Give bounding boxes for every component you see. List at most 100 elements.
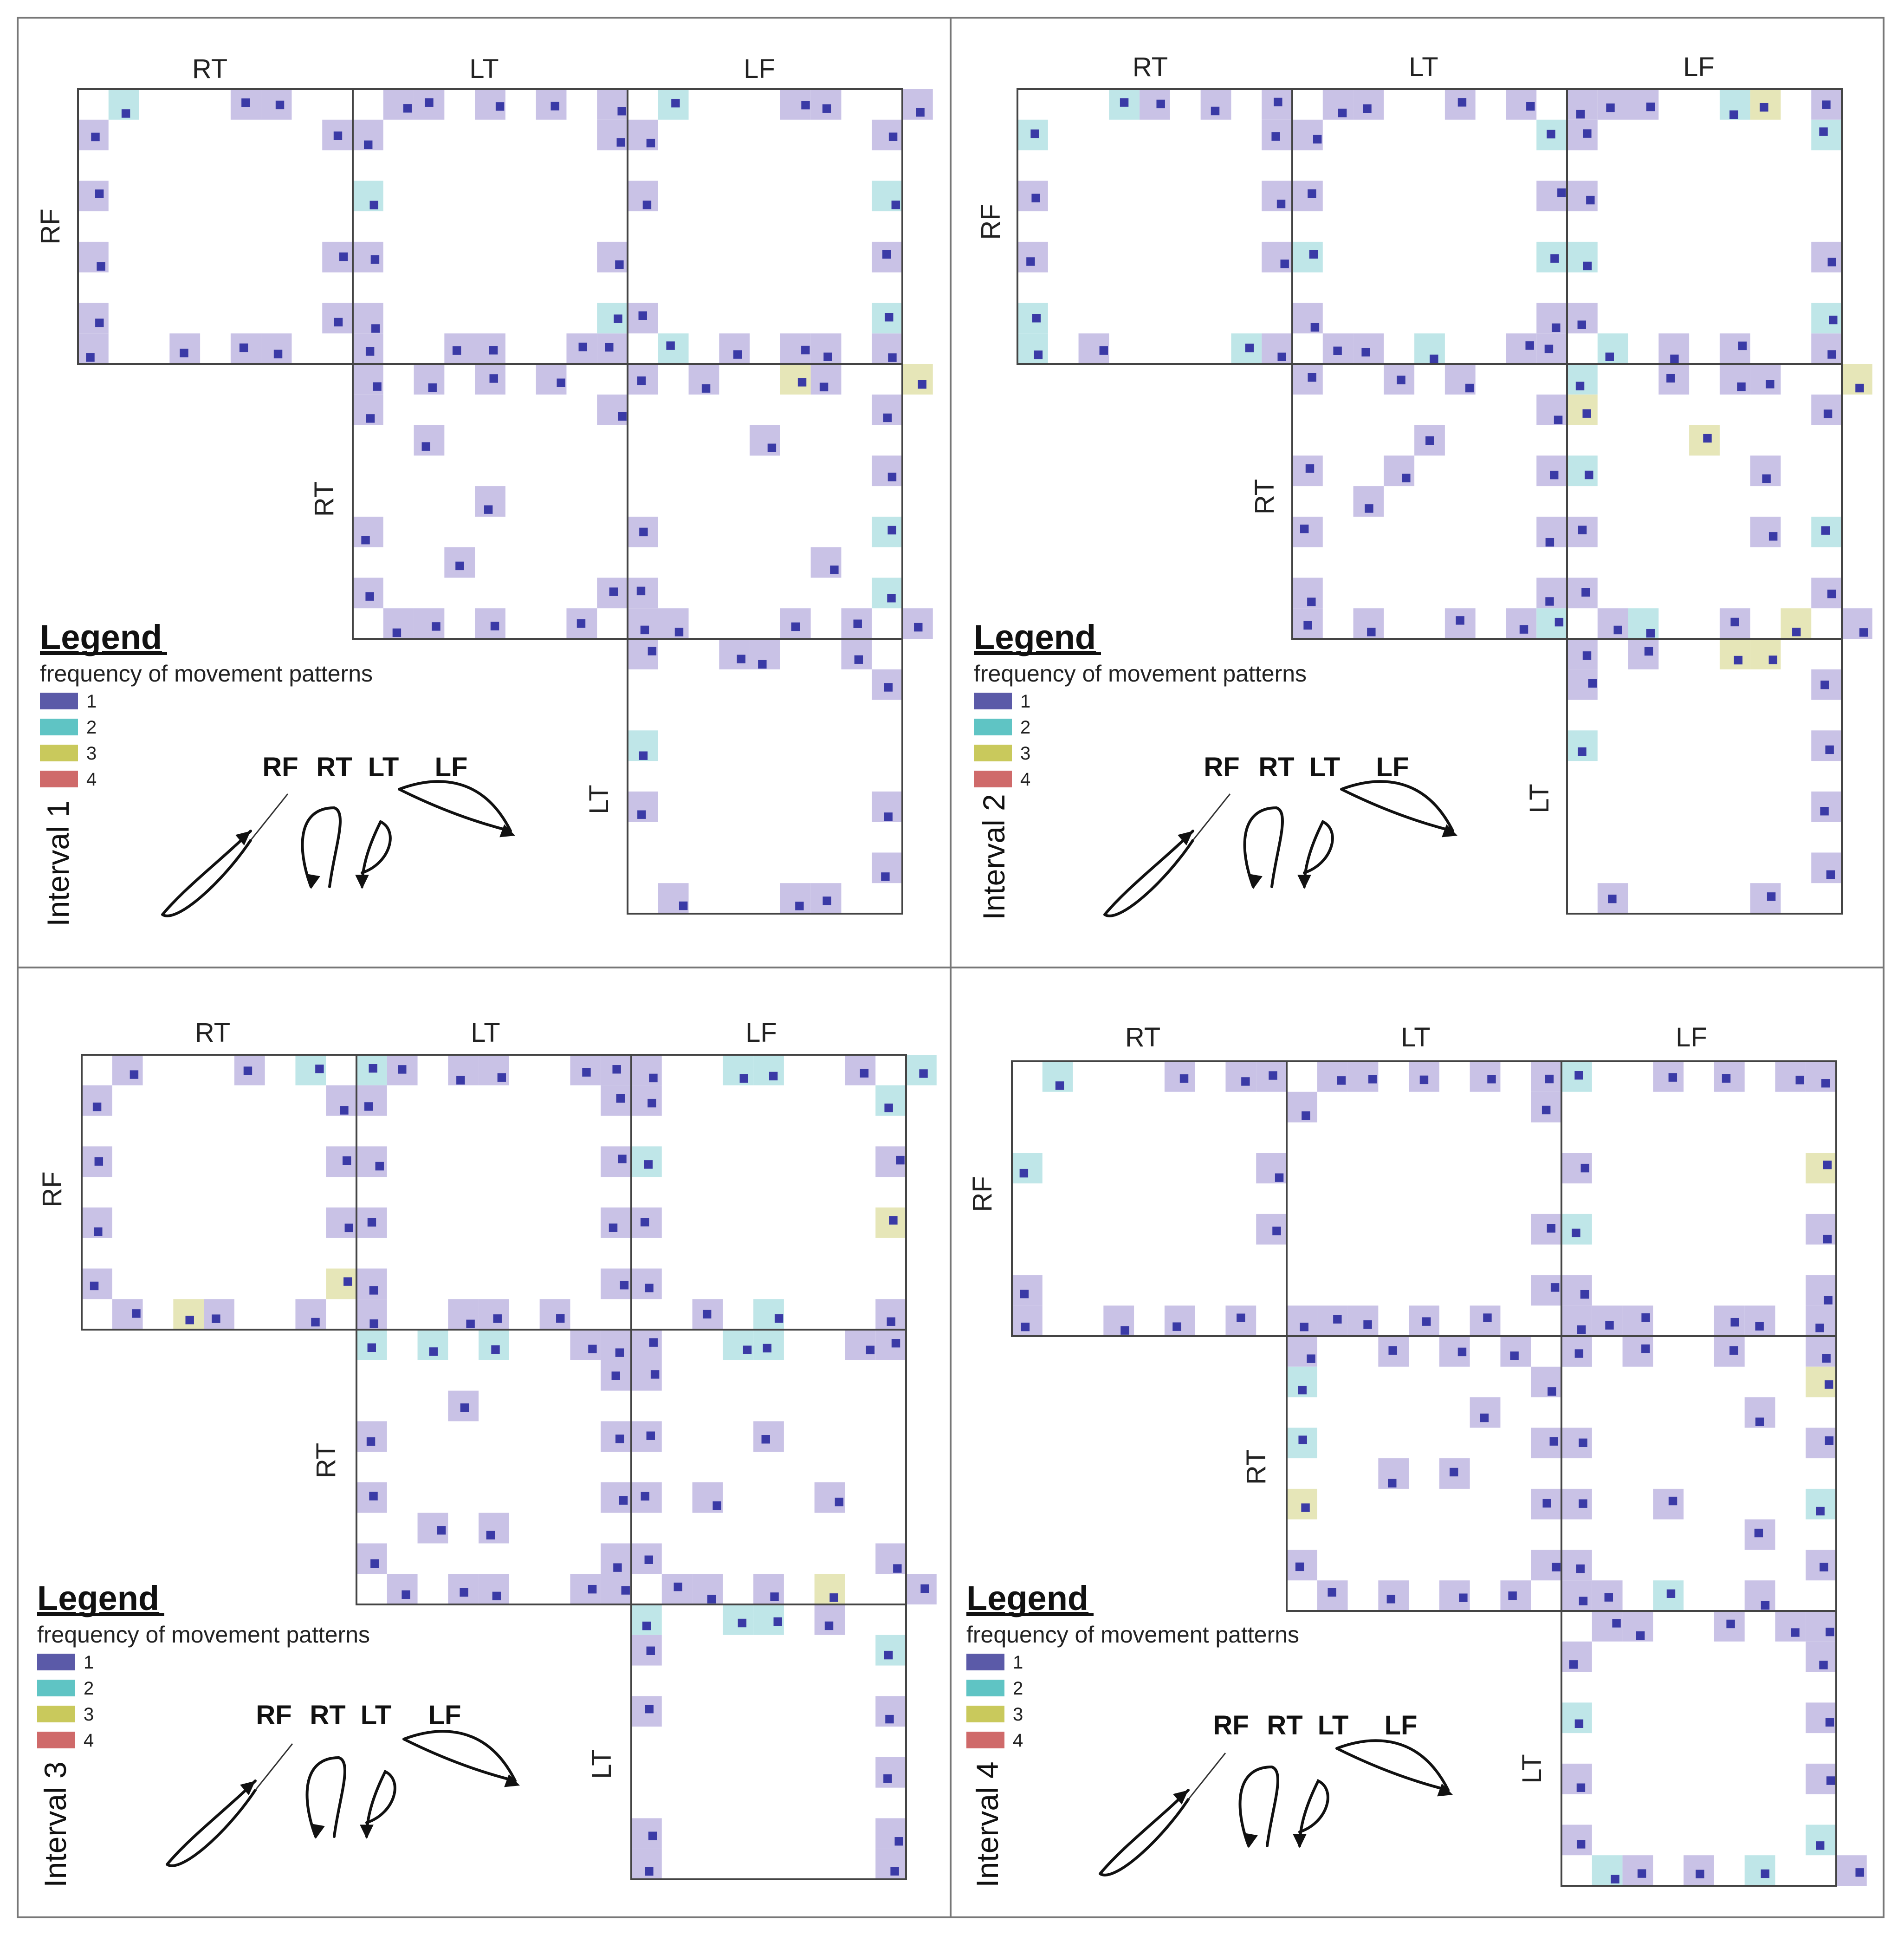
pattern-cell: [1292, 241, 1323, 273]
pattern-cell-mark: [1172, 1322, 1181, 1331]
pattern-cell-mark: [1666, 1589, 1676, 1598]
pattern-cell-mark: [1574, 1719, 1584, 1728]
pattern-cell-mark: [364, 1102, 373, 1111]
legend-title: Legend: [37, 1579, 159, 1617]
pattern-cell-mark: [1729, 1346, 1738, 1355]
pattern-cell-mark: [891, 201, 900, 209]
trajectory-rt: [301, 806, 342, 888]
pattern-cell-mark: [1308, 373, 1316, 382]
pattern-cell: [1714, 1305, 1745, 1336]
trajectory-lf: [1340, 780, 1454, 832]
pattern-cell: [353, 181, 383, 212]
pattern-cell: [1567, 394, 1598, 425]
pattern-cell-mark: [92, 1102, 102, 1111]
pattern-cell: [356, 1085, 387, 1116]
pattern-cell-mark: [1703, 434, 1712, 443]
pattern-cell-mark: [889, 1216, 898, 1225]
pattern-cell-mark: [1829, 315, 1838, 325]
pattern-cell-mark: [1300, 524, 1309, 533]
trajectory-lf: [398, 780, 512, 832]
pattern-cell-mark: [1583, 129, 1592, 138]
pattern-cell-mark: [1280, 260, 1289, 268]
pattern-cell: [1750, 883, 1781, 914]
pattern-cell-mark: [1333, 346, 1342, 355]
pattern-cell-mark: [1557, 188, 1566, 197]
pattern-cell-mark: [557, 378, 565, 387]
pattern-cell-mark: [666, 341, 675, 350]
pattern-cell-mark: [885, 313, 894, 322]
pattern-cell: [872, 578, 902, 609]
pattern-cell-mark: [466, 1319, 475, 1329]
pattern-cell-mark: [212, 1314, 220, 1323]
pattern-cell-mark: [366, 414, 375, 423]
pattern-cell: [1653, 1061, 1684, 1092]
limb-label-rf: RF: [1204, 752, 1239, 782]
pattern-cell-mark: [1825, 1436, 1834, 1445]
pattern-cell-mark: [712, 1501, 721, 1510]
trajectory-lt: [361, 819, 392, 888]
pattern-cell-mark: [767, 443, 777, 452]
pattern-cell-mark: [888, 353, 897, 362]
pattern-cell-mark: [1541, 1105, 1551, 1115]
legend-swatch: [37, 1706, 75, 1722]
pattern-cell-mark: [373, 382, 382, 391]
trajectory-sketch: [1103, 780, 1457, 917]
pattern-cell-mark: [1550, 470, 1559, 480]
pattern-cell-mark: [1768, 532, 1778, 541]
pattern-cell-mark: [1761, 1601, 1770, 1610]
arrow-lt: [360, 1825, 374, 1839]
legend-items: 1 2 3 4: [974, 691, 1030, 790]
pattern-cell-mark: [1613, 625, 1622, 635]
column-label-3: LF: [745, 1018, 777, 1048]
pattern-cell-mark: [737, 655, 745, 663]
pattern-cell-mark: [132, 1309, 141, 1318]
pattern-cell-mark: [701, 384, 711, 393]
pattern-cell-mark: [637, 376, 646, 385]
pattern-cell-mark: [1572, 1228, 1580, 1238]
pattern-cell-mark: [761, 1435, 770, 1444]
matrix-cells: [82, 1055, 937, 1879]
pattern-cell-mark: [1337, 1076, 1346, 1085]
pattern-cell: [479, 1330, 509, 1360]
pattern-cell-mark: [1156, 99, 1165, 109]
pattern-cell-mark: [369, 1319, 378, 1328]
pattern-cell-mark: [636, 586, 646, 596]
pattern-cell-mark: [392, 628, 402, 637]
pattern-cell-mark: [1307, 597, 1316, 606]
pattern-cell: [1719, 364, 1750, 395]
matrix-grid: [1017, 88, 1843, 915]
pattern-cell-mark: [243, 1066, 253, 1075]
pattern-cell-mark: [1275, 1173, 1284, 1182]
pattern-cell-mark: [1822, 1354, 1831, 1363]
pattern-cell-mark: [1457, 1347, 1467, 1357]
pattern-cell-mark: [489, 346, 498, 355]
pattern-cell-mark: [1545, 538, 1554, 547]
pattern-cell: [841, 639, 872, 669]
arrow-lt: [1293, 1834, 1307, 1848]
legend-swatch: [37, 1654, 75, 1670]
pattern-cell-mark: [1554, 416, 1563, 424]
pattern-cell-mark: [797, 378, 807, 387]
pattern-cell-mark: [1388, 1346, 1397, 1355]
pattern-cell-mark: [616, 138, 625, 147]
pattern-cell: [78, 181, 109, 212]
pattern-cell-mark: [398, 1065, 407, 1074]
pattern-cell: [875, 1757, 906, 1788]
pattern-cell: [601, 1207, 631, 1238]
legend-level-label: 4: [1013, 1730, 1023, 1751]
arrow-lf: [499, 824, 515, 838]
pattern-cell-mark: [1302, 1111, 1310, 1120]
pattern-cell-mark: [432, 622, 440, 631]
pattern-cell-mark: [1569, 1660, 1578, 1669]
row-label-1: RF: [967, 1176, 997, 1212]
pattern-cell-mark: [1419, 1075, 1429, 1084]
pattern-cell-mark: [1791, 1628, 1800, 1637]
pattern-cell-mark: [273, 350, 283, 358]
pattern-cell-mark: [616, 1094, 625, 1103]
pattern-cell-mark: [642, 201, 652, 209]
pattern-cell-mark: [645, 1867, 654, 1876]
pattern-cell-mark: [883, 413, 892, 422]
pattern-cell: [1806, 1336, 1836, 1367]
pattern-cell-mark: [1754, 1528, 1763, 1538]
pattern-cell-mark: [460, 1403, 469, 1412]
